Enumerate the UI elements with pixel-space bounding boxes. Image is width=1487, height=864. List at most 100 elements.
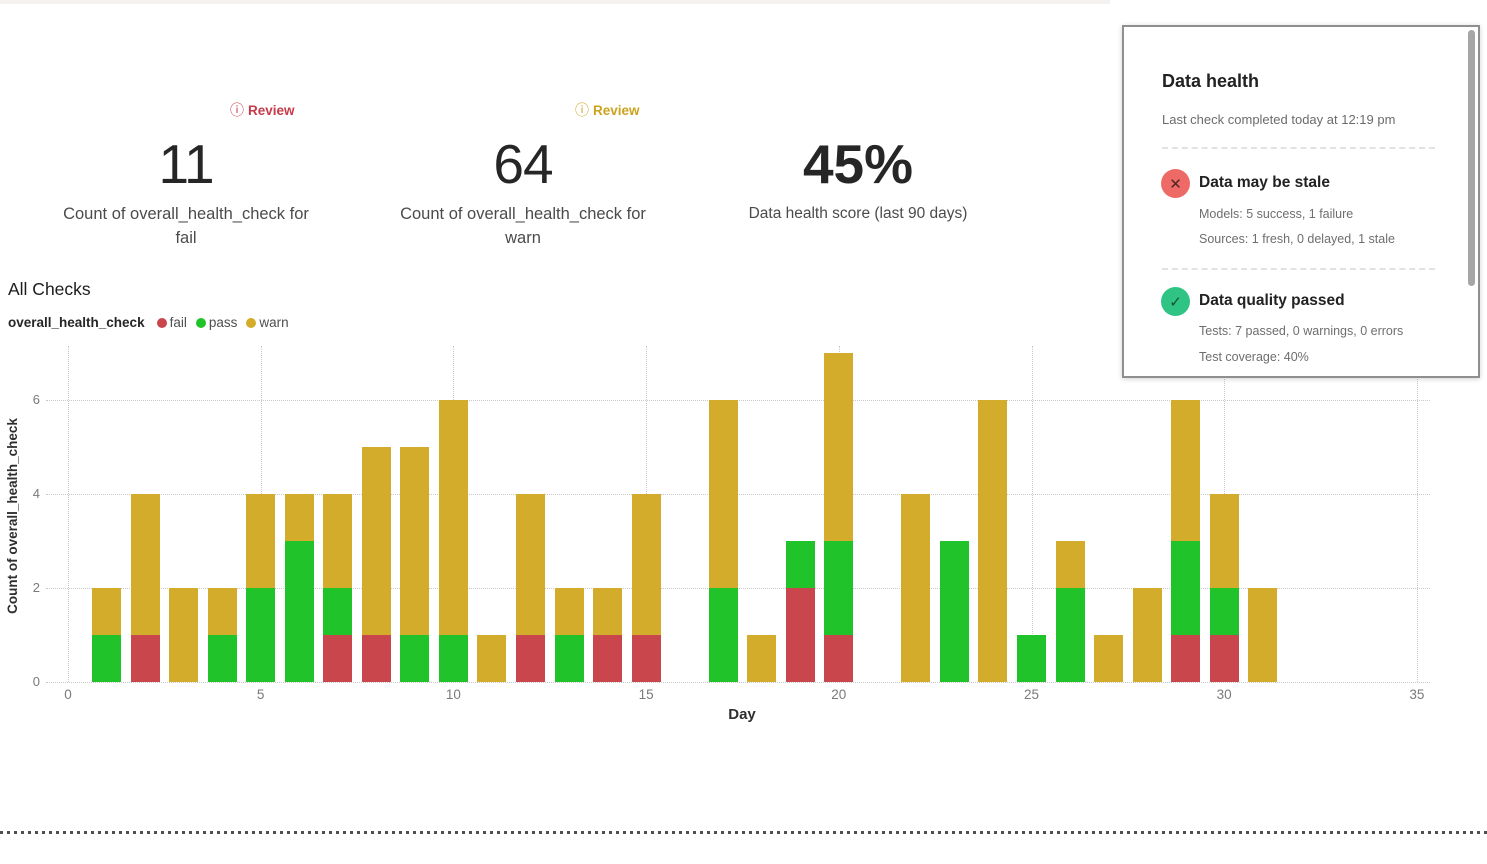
bar-day-3-warn[interactable] [169, 588, 199, 682]
bar-day-19-pass[interactable] [785, 541, 815, 588]
y-tick-6: 6 [32, 392, 40, 407]
sources-status-line: Sources: 1 fresh, 0 delayed, 1 stale [1199, 232, 1395, 246]
bar-day-13-pass[interactable] [554, 635, 584, 682]
warn-count-value: 64 [493, 133, 553, 195]
bar-day-23-pass[interactable] [939, 541, 969, 682]
x-tick-5: 5 [256, 687, 265, 702]
bar-day-1-warn[interactable] [92, 588, 122, 635]
gridline-y-6 [46, 400, 1430, 401]
data-health-panel: Data health Last check completed today a… [1122, 25, 1480, 378]
info-icon: ⓘ [575, 102, 589, 119]
bar-day-17-warn[interactable] [708, 400, 738, 588]
bar-day-26-warn[interactable] [1055, 541, 1085, 588]
bar-day-1-pass[interactable] [92, 635, 122, 682]
gridline-x-35 [1416, 346, 1418, 682]
pass-dot-icon [195, 317, 206, 328]
bar-day-15-warn[interactable] [631, 494, 661, 635]
bar-day-12-fail[interactable] [515, 635, 545, 682]
bar-day-5-pass[interactable] [246, 588, 276, 682]
x-axis-title: Day [728, 706, 756, 723]
x-circle-icon: ✕ [1161, 169, 1190, 198]
bar-day-30-fail[interactable] [1209, 635, 1239, 682]
bar-day-6-pass[interactable] [284, 541, 314, 682]
bar-day-5-warn[interactable] [246, 494, 276, 588]
bar-day-10-pass[interactable] [438, 635, 468, 682]
bar-day-14-fail[interactable] [593, 635, 623, 682]
bar-day-9-warn[interactable] [400, 447, 430, 635]
bar-day-7-warn[interactable] [323, 494, 353, 588]
x-tick-20: 20 [831, 687, 847, 702]
bar-day-22-warn[interactable] [901, 494, 931, 682]
models-status-line: Models: 5 success, 1 failure [1199, 207, 1354, 221]
legend-item-pass[interactable]: pass [195, 315, 237, 330]
bar-day-15-fail[interactable] [631, 635, 661, 682]
health-score-label: Data health score (last 90 days) [748, 205, 968, 222]
gridline-y-2 [46, 588, 1430, 589]
review-fail-badge[interactable]: ⓘ Review [230, 103, 295, 118]
bar-day-17-pass[interactable] [708, 588, 738, 682]
divider [1162, 268, 1435, 270]
bar-day-30-pass[interactable] [1209, 588, 1239, 635]
quality-status-title: Data quality passed [1199, 292, 1345, 309]
bar-day-20-fail[interactable] [824, 635, 854, 682]
bar-day-20-pass[interactable] [824, 541, 854, 635]
top-edge-strip [0, 0, 1110, 4]
bar-day-2-fail[interactable] [130, 635, 160, 682]
gridline-x-25 [1031, 346, 1033, 682]
panel-scrollbar[interactable] [1468, 30, 1475, 286]
bar-day-7-pass[interactable] [323, 588, 353, 635]
bar-day-6-warn[interactable] [284, 494, 314, 541]
warn-dot-icon [246, 317, 257, 328]
bar-day-12-warn[interactable] [515, 494, 545, 635]
info-icon: ⓘ [230, 102, 244, 119]
legend-item-fail[interactable]: fail [156, 315, 187, 330]
y-tick-0: 0 [32, 674, 40, 689]
bottom-dotted-divider [0, 831, 1487, 834]
bar-day-13-warn[interactable] [554, 588, 584, 635]
chart-legend: overall_health_check fail pass warn [8, 315, 289, 330]
bar-day-20-warn[interactable] [824, 353, 854, 541]
bar-day-28-warn[interactable] [1132, 588, 1162, 682]
bar-day-30-warn[interactable] [1209, 494, 1239, 588]
legend-series-name: overall_health_check [8, 315, 145, 330]
gridline-y-4 [46, 494, 1430, 495]
bar-day-4-pass[interactable] [207, 635, 237, 682]
bar-day-18-warn[interactable] [747, 635, 777, 682]
review-warn-badge[interactable]: ⓘ Review [575, 103, 640, 118]
bar-day-9-pass[interactable] [400, 635, 430, 682]
fail-count-label: Count of overall_health_check for fail [63, 205, 309, 247]
legend-item-warn[interactable]: warn [246, 315, 289, 330]
bar-day-4-warn[interactable] [207, 588, 237, 635]
divider [1162, 147, 1435, 149]
bar-day-31-warn[interactable] [1248, 588, 1278, 682]
metric-fail-count: 11 Count of overall_health_check for fai… [58, 132, 314, 250]
x-tick-10: 10 [445, 687, 461, 702]
bar-day-7-fail[interactable] [323, 635, 353, 682]
bar-day-29-pass[interactable] [1171, 541, 1201, 635]
bar-day-11-warn[interactable] [477, 635, 507, 682]
gridline-x-0 [68, 346, 69, 682]
y-tick-4: 4 [32, 486, 40, 501]
check-circle-icon: ✓ [1161, 287, 1190, 316]
stale-status-title: Data may be stale [1199, 174, 1330, 191]
bar-day-29-warn[interactable] [1171, 400, 1201, 541]
bar-day-25-pass[interactable] [1017, 635, 1046, 682]
x-tick-25: 25 [1023, 687, 1040, 702]
bar-day-24-warn[interactable] [978, 400, 1008, 682]
bar-day-26-pass[interactable] [1055, 588, 1085, 682]
section-title: All Checks [8, 279, 91, 299]
bar-day-2-warn[interactable] [130, 494, 160, 635]
warn-count-label: Count of overall_health_check for warn [400, 205, 646, 247]
bar-day-29-fail[interactable] [1171, 635, 1201, 682]
bar-day-14-warn[interactable] [593, 588, 623, 635]
bar-day-27-warn[interactable] [1094, 635, 1124, 682]
metric-health-score: 45% Data health score (last 90 days) [698, 132, 1018, 226]
review-badge-label: Review [593, 103, 640, 118]
fail-count-value: 11 [158, 133, 214, 195]
bar-day-19-fail[interactable] [785, 588, 815, 682]
bar-day-8-warn[interactable] [361, 447, 391, 635]
bar-day-8-fail[interactable] [361, 635, 391, 682]
review-badge-label: Review [248, 103, 295, 118]
bar-day-10-warn[interactable] [438, 400, 468, 635]
